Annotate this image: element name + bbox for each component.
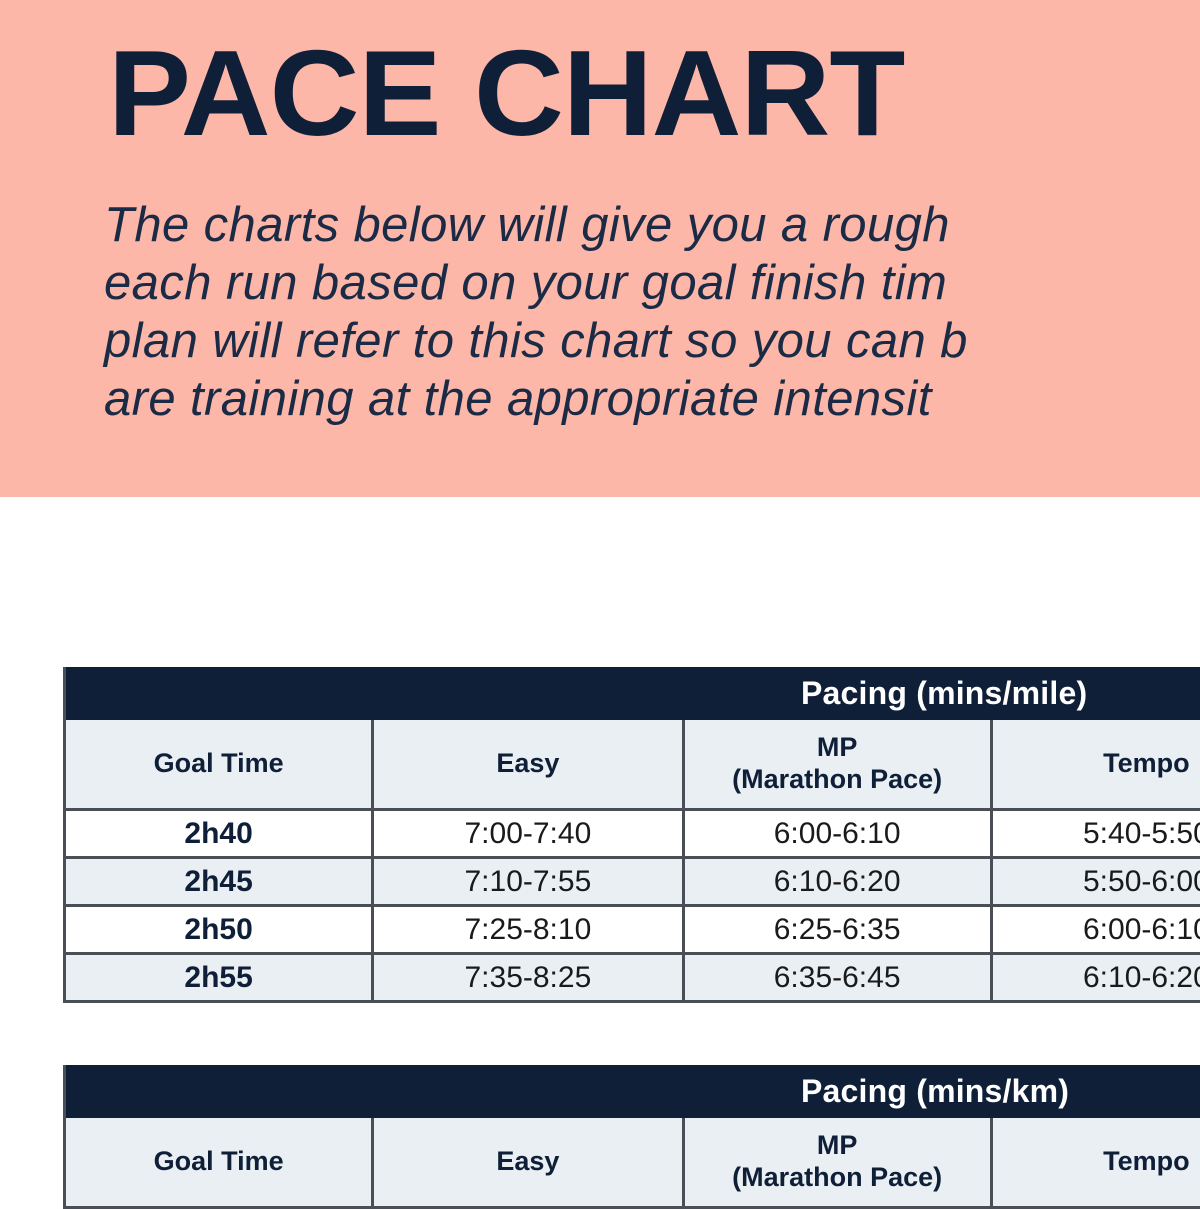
table-km-title: Pacing (mins/km) [801,1073,1070,1109]
table-row: 2h55 7:35-8:25 6:35-6:45 6:10-6:20 [66,952,1200,1003]
cell-tempo: 6:00-6:10 [993,907,1200,952]
table-miles-title: Pacing (mins/mile) [801,675,1088,711]
table-row: 2h50 7:25-8:10 6:25-6:35 6:00-6:10 [66,904,1200,955]
table-km-header-row: Goal Time Easy MP (Marathon Pace) Tempo [66,1115,1200,1209]
cell-tempo: 5:40-5:50 [993,811,1200,856]
intro-paragraph-line-2: each run based on your goal finish tim [104,256,948,310]
table-miles-band: Pacing (mins/mile) [66,667,1200,720]
intro-paragraph-line-4: are training at the appropriate intensit [104,372,932,426]
pacing-table-km: Pacing (mins/km) Goal Time Easy MP (Mara… [63,1065,1200,1209]
cell-mp: 6:25-6:35 [685,907,993,952]
intro-paragraph-line-3: plan will refer to this chart so you can… [104,314,968,368]
column-header-easy: Easy [374,1118,685,1206]
cell-goal-time: 2h50 [66,907,375,952]
cell-easy: 7:00-7:40 [374,811,685,856]
cell-mp: 6:35-6:45 [685,955,993,1000]
cell-tempo: 6:10-6:20 [993,955,1200,1000]
column-header-mp: MP (Marathon Pace) [685,720,993,808]
table-km-band: Pacing (mins/km) [66,1065,1200,1118]
table-row: 2h40 7:00-7:40 6:00-6:10 5:40-5:50 [66,808,1200,859]
cell-easy: 7:10-7:55 [374,859,685,904]
pacing-table-miles: Pacing (mins/mile) Goal Time Easy MP (Ma… [63,667,1200,1003]
cell-goal-time: 2h55 [66,955,375,1000]
column-header-easy: Easy [374,720,685,808]
column-header-goal-time: Goal Time [66,1118,375,1206]
column-header-mp: MP (Marathon Pace) [685,1118,993,1206]
hero-banner: PACE CHART The charts below will give yo… [0,0,1200,497]
column-header-goal-time: Goal Time [66,720,375,808]
cell-mp: 6:00-6:10 [685,811,993,856]
intro-paragraph-line-1: The charts below will give you a rough [104,198,950,252]
intro-paragraph: The charts below will give you a rough e… [104,196,1200,428]
cell-mp: 6:10-6:20 [685,859,993,904]
cell-goal-time: 2h40 [66,811,375,856]
cell-tempo: 5:50-6:00 [993,859,1200,904]
column-header-tempo: Tempo [993,1118,1200,1206]
cell-goal-time: 2h45 [66,859,375,904]
cell-easy: 7:35-8:25 [374,955,685,1000]
table-miles-header-row: Goal Time Easy MP (Marathon Pace) Tempo [66,717,1200,811]
page-title: PACE CHART [108,25,905,161]
column-header-tempo: Tempo [993,720,1200,808]
cell-easy: 7:25-8:10 [374,907,685,952]
table-row: 2h45 7:10-7:55 6:10-6:20 5:50-6:00 [66,856,1200,907]
